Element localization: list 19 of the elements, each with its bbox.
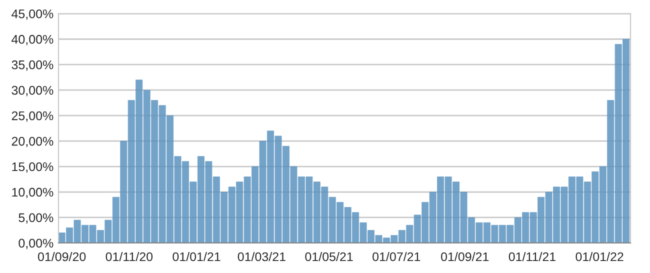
y-tick-label: 40,00% <box>12 34 54 46</box>
y-tick-label: 45,00% <box>12 9 54 20</box>
y-tick-label: 10,00% <box>12 188 54 198</box>
y-tick-label: 35,00% <box>12 60 54 71</box>
y-tick-label: 25,00% <box>12 111 54 122</box>
x-tick-label: 01/03/21 <box>238 252 286 262</box>
y-tick-label: 20,00% <box>12 136 54 148</box>
x-tick-label: 01/01/21 <box>172 252 220 262</box>
x-tick-label: 01/05/21 <box>305 252 353 262</box>
x-tick-label: 01/01/22 <box>576 252 624 262</box>
y-tick-label: 30,00% <box>12 86 54 96</box>
x-tick-label: 01/07/21 <box>372 252 420 262</box>
x-tick-label: 01/09/21 <box>441 252 489 262</box>
y-tick-label: 5,00% <box>18 213 54 224</box>
y-tick-label: 15,00% <box>12 162 54 173</box>
x-tick-label: 01/11/21 <box>508 252 556 262</box>
x-tick-label: 01/09/20 <box>38 252 86 262</box>
x-tick-label: 01/11/20 <box>106 252 153 262</box>
y-tick-label: 0,00% <box>18 238 54 250</box>
